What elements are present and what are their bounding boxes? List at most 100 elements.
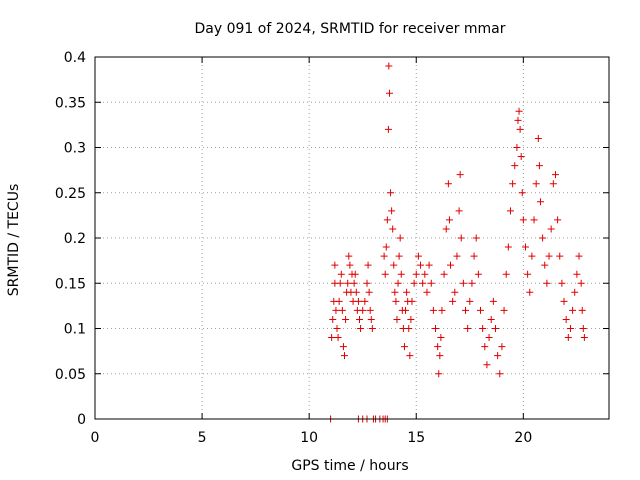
data-point	[419, 279, 427, 287]
data-point	[359, 306, 367, 314]
data-point	[532, 180, 540, 188]
data-point	[334, 334, 342, 342]
data-point	[427, 279, 435, 287]
data-point	[385, 62, 393, 70]
data-point	[410, 279, 418, 287]
data-point	[575, 252, 583, 260]
data-point	[392, 297, 400, 305]
y-tick-label: 0.25	[55, 186, 86, 202]
data-point	[536, 198, 544, 206]
data-point	[388, 207, 396, 215]
data-point	[354, 297, 362, 305]
data-point	[491, 325, 499, 332]
data-point	[332, 306, 340, 314]
x-tick-label: 0	[91, 430, 100, 446]
data-point	[365, 288, 373, 296]
data-point	[543, 279, 551, 287]
data-point	[384, 125, 392, 133]
data-point	[331, 261, 339, 269]
x-tick-label: 20	[514, 430, 532, 446]
x-axis-label: GPS time / hours	[291, 458, 408, 474]
data-point	[500, 306, 508, 314]
y-tick-label: 0.1	[64, 322, 86, 338]
data-point	[423, 288, 431, 296]
data-point	[432, 325, 440, 332]
data-point	[556, 252, 564, 260]
data-point	[498, 343, 506, 351]
data-point	[408, 297, 416, 305]
data-point	[366, 306, 374, 314]
data-point	[564, 334, 572, 342]
y-tick-label: 0.35	[55, 95, 86, 111]
data-point	[489, 297, 497, 305]
data-point	[328, 334, 336, 342]
data-point	[509, 180, 517, 188]
data-point	[485, 334, 493, 342]
data-point	[397, 270, 405, 278]
data-point	[577, 279, 585, 287]
data-point	[547, 225, 555, 233]
data-point	[339, 343, 347, 351]
data-point	[470, 252, 478, 260]
data-point	[456, 171, 464, 179]
data-point	[580, 334, 588, 342]
data-point	[368, 325, 376, 332]
data-point	[407, 315, 415, 323]
axes: 0 5 10 15 20 0 0.05 0.1 0.15 0.2 0.25 0.3 0.35 0.4	[55, 50, 609, 446]
data-point	[357, 325, 365, 332]
data-point	[535, 162, 543, 170]
data-point	[466, 297, 474, 305]
data-point	[502, 270, 510, 278]
y-tick-label: 0	[77, 412, 86, 428]
data-point	[515, 107, 523, 115]
data-point	[518, 189, 526, 197]
data-point	[434, 343, 442, 351]
chart-title: Day 091 of 2024, SRMTID for receiver mma…	[194, 21, 505, 37]
data-point	[364, 261, 372, 269]
data-point	[381, 270, 389, 278]
data-point	[382, 243, 390, 251]
x-tick-label: 5	[198, 430, 207, 446]
data-point	[483, 361, 491, 369]
y-tick-label: 0.2	[64, 231, 86, 247]
y-axis-label: SRMTID / TECUs	[6, 184, 22, 297]
data-point	[554, 216, 562, 224]
data-point	[524, 270, 532, 278]
data-point	[545, 252, 553, 260]
data-point	[528, 252, 536, 260]
data-point	[380, 252, 388, 260]
data-point	[341, 352, 349, 360]
x-tick-label: 10	[300, 430, 318, 446]
data-point	[387, 189, 395, 197]
data-point	[403, 288, 411, 296]
data-point	[346, 261, 354, 269]
data-point	[530, 216, 538, 224]
data-point	[445, 216, 453, 224]
data-point	[342, 315, 350, 323]
data-point	[385, 89, 393, 97]
data-point	[396, 234, 404, 242]
data-point	[436, 352, 444, 360]
data-point	[393, 315, 401, 323]
data-point	[449, 297, 457, 305]
data-point	[391, 288, 399, 296]
data-point	[383, 216, 391, 224]
data-point	[513, 144, 521, 151]
data-point	[412, 270, 420, 278]
data-point	[479, 325, 487, 332]
data-point	[345, 252, 353, 260]
data-point	[437, 334, 445, 342]
data-point	[421, 270, 429, 278]
data-point	[351, 270, 359, 278]
data-point	[541, 261, 549, 269]
data-point	[333, 325, 341, 332]
data-point	[534, 134, 542, 142]
data-point	[352, 288, 360, 296]
data-point	[455, 207, 463, 215]
data-point	[438, 306, 446, 314]
data-point	[474, 270, 482, 278]
data-point	[571, 288, 579, 296]
data-point	[329, 315, 337, 323]
x-tick-label: 15	[407, 430, 425, 446]
